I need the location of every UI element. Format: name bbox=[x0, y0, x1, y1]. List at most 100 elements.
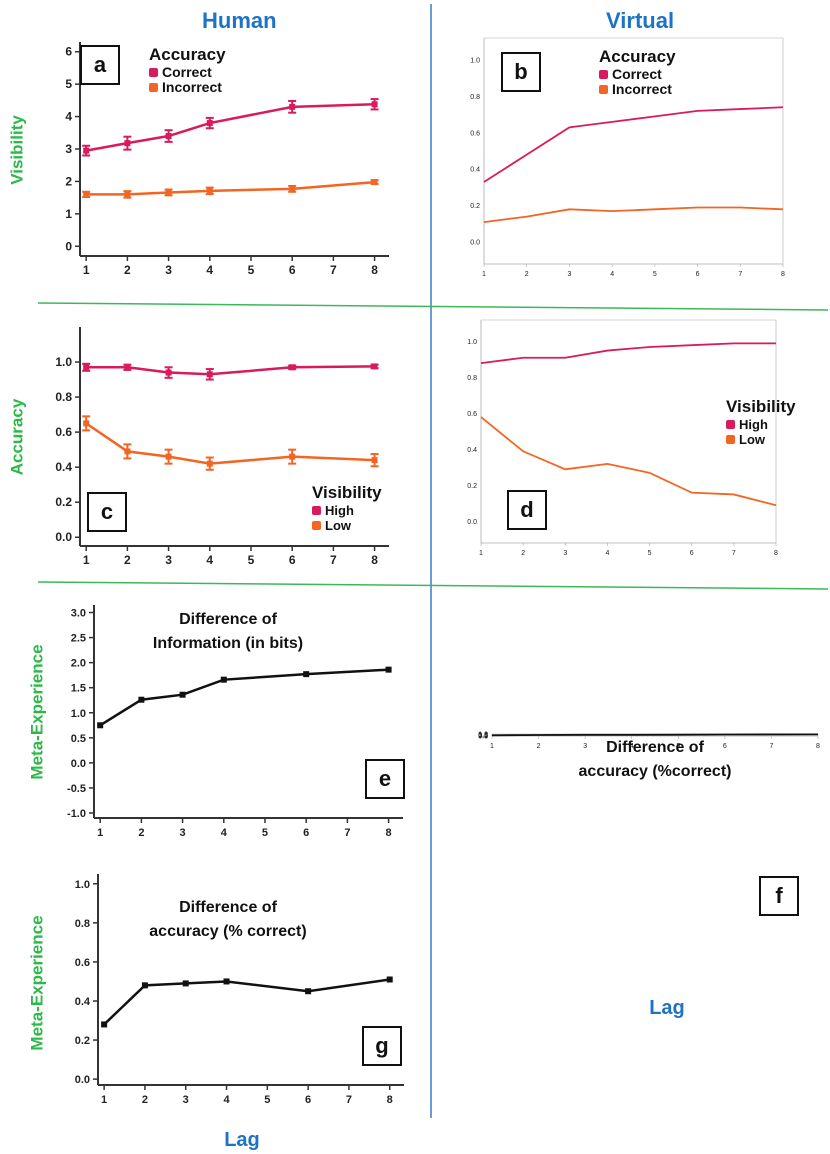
y-tick-label: 0.2 bbox=[467, 483, 477, 490]
panel-letter-box bbox=[80, 45, 120, 85]
x-tick-label: 8 bbox=[387, 1094, 393, 1106]
series-line-1 bbox=[483, 206, 784, 223]
legend-title: Visibility bbox=[312, 483, 382, 502]
x-tick-label: 8 bbox=[386, 827, 392, 839]
y-tick-label: 0.0 bbox=[75, 1074, 90, 1086]
y-tick-label: 1.0 bbox=[75, 879, 90, 891]
panel-letter-box bbox=[759, 876, 799, 916]
y-tick-label: -1.0 bbox=[67, 808, 86, 820]
y-tick-label: 1.0 bbox=[55, 355, 72, 369]
legend-swatch bbox=[149, 68, 158, 77]
panel-letter: g bbox=[375, 1033, 388, 1058]
legend-label: Incorrect bbox=[162, 79, 222, 95]
x-tick-label: 1 bbox=[490, 743, 494, 750]
y-tick-label: 0.0 bbox=[467, 519, 477, 526]
y-tick-label: 1.5 bbox=[71, 683, 86, 695]
y-axis-label: Visibility bbox=[7, 115, 26, 185]
col-header-human: Human bbox=[202, 8, 277, 33]
legend-label: Low bbox=[739, 432, 766, 447]
y-tick-label: 0.0 bbox=[55, 530, 72, 544]
x-tick-label: 8 bbox=[816, 743, 820, 750]
x-tick-label: 1 bbox=[482, 271, 486, 278]
y-tick-label: 4 bbox=[65, 110, 72, 124]
data-point bbox=[83, 364, 90, 371]
x-tick-label: 8 bbox=[371, 263, 378, 277]
y-tick-label: 6 bbox=[65, 45, 72, 59]
x-tick-label: 3 bbox=[180, 827, 186, 839]
x-tick-label: 4 bbox=[610, 271, 614, 278]
y-tick-label: 0.2 bbox=[470, 203, 480, 210]
data-point bbox=[223, 978, 230, 985]
x-tick-label: 5 bbox=[248, 263, 255, 277]
x-tick-label: 5 bbox=[262, 827, 268, 839]
x-tick-label: 3 bbox=[563, 550, 567, 557]
x-tick-label: 2 bbox=[521, 550, 525, 557]
x-tick-label: 7 bbox=[330, 263, 337, 277]
chart-title-line: Difference of bbox=[179, 899, 277, 916]
data-point bbox=[289, 103, 296, 110]
series-line-0 bbox=[103, 978, 390, 1026]
y-tick-label: 2 bbox=[65, 174, 72, 188]
y-tick-label: 3 bbox=[65, 142, 72, 156]
data-point bbox=[165, 453, 172, 460]
data-point bbox=[124, 448, 131, 455]
x-tick-label: 4 bbox=[630, 743, 634, 750]
data-point bbox=[206, 371, 213, 378]
chart-panel-d: 1 2 3 4 5 6 7 8 0.0 0.2 0.4 0.6 0.8 1.0 VisibilityHigh… bbox=[467, 319, 796, 557]
x-tick-label: 7 bbox=[330, 553, 337, 567]
data-point bbox=[206, 120, 213, 127]
x-tick-label: 2 bbox=[124, 263, 131, 277]
x-tick-label: 6 bbox=[690, 550, 694, 557]
x-tick-label: 2 bbox=[124, 553, 131, 567]
legend-swatch bbox=[726, 435, 735, 444]
x-tick-label: 6 bbox=[289, 263, 296, 277]
lag-label-right: Lag bbox=[649, 997, 685, 1019]
legend-title: Accuracy bbox=[149, 45, 226, 64]
legend-label: High bbox=[739, 417, 768, 432]
x-tick-label: 7 bbox=[738, 271, 742, 278]
panel-letter: a bbox=[94, 52, 107, 77]
y-tick-label: 1.0 bbox=[470, 57, 480, 64]
y-tick-label: 0.6 bbox=[470, 130, 480, 137]
data-point bbox=[386, 976, 393, 983]
chart-title-line: accuracy (%correct) bbox=[579, 763, 732, 780]
y-tick-label: 1.0 bbox=[467, 339, 477, 346]
y-tick-label: 1.0 bbox=[71, 708, 86, 720]
legend-label: High bbox=[325, 503, 354, 518]
panel-letter: c bbox=[101, 499, 113, 524]
legend-swatch bbox=[599, 70, 608, 79]
chart-title-line: Difference of bbox=[179, 611, 277, 628]
x-tick-label: 1 bbox=[101, 1094, 107, 1106]
x-tick-label: 2 bbox=[142, 1094, 148, 1106]
y-tick-label: 0.0 bbox=[470, 240, 480, 247]
panel-letter: e bbox=[379, 766, 391, 791]
y-tick-label: 0.0 bbox=[478, 733, 488, 740]
x-tick-label: 6 bbox=[696, 271, 700, 278]
x-tick-label: 2 bbox=[138, 827, 144, 839]
y-tick-label: 3.0 bbox=[71, 608, 86, 620]
data-point bbox=[182, 980, 189, 987]
panel-letter: f bbox=[775, 883, 783, 908]
y-tick-label: 0.4 bbox=[467, 447, 477, 454]
x-tick-label: 3 bbox=[165, 263, 172, 277]
x-tick-label: 6 bbox=[303, 827, 309, 839]
y-axis-label: Meta-Experience bbox=[27, 644, 46, 779]
x-tick-label: 4 bbox=[206, 553, 213, 567]
panel-letter-box bbox=[365, 759, 405, 799]
panel-letter-box bbox=[362, 1026, 402, 1066]
chart-panel-a: 1 2 3 4 5 6 7 80123456VisibilityAccuracyCorrect… bbox=[7, 42, 389, 277]
series-line-1 bbox=[85, 422, 375, 465]
y-tick-label: 0.4 bbox=[55, 460, 72, 474]
x-tick-label: 3 bbox=[183, 1094, 189, 1106]
x-tick-label: 1 bbox=[97, 827, 103, 839]
x-tick-label: 1 bbox=[83, 263, 90, 277]
data-point bbox=[124, 364, 131, 371]
series-line-0 bbox=[85, 103, 375, 152]
y-tick-label: 0.2 bbox=[478, 733, 488, 740]
y-tick-label: 0.6 bbox=[55, 425, 72, 439]
x-tick-label: 5 bbox=[676, 743, 680, 750]
data-point bbox=[83, 191, 90, 198]
y-tick-label: 0.0 bbox=[71, 758, 86, 770]
chart-panel-c: 1 2 3 4 5 6 7 8 0.0 0.2 0.4 0.6 0.8 1.0 Accuracy Visibi… bbox=[7, 327, 389, 567]
